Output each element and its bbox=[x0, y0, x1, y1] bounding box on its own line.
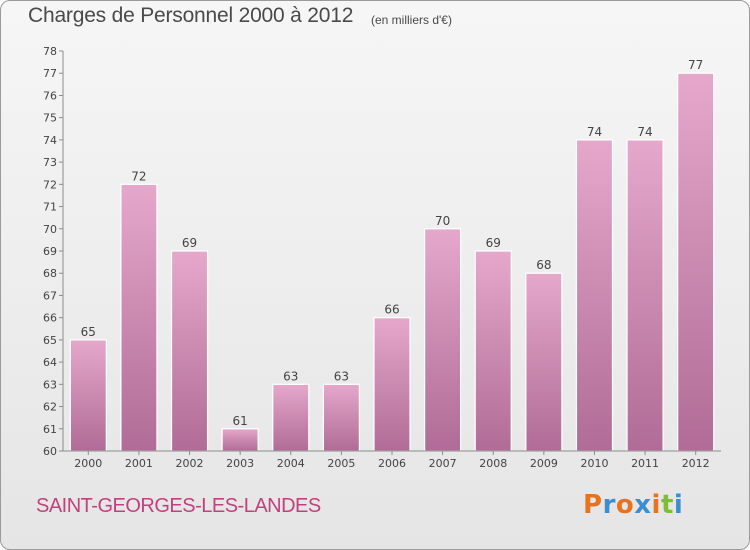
logo-letter: t bbox=[660, 490, 674, 520]
data-label-2002: 69 bbox=[182, 236, 197, 250]
y-tick-label: 64 bbox=[43, 356, 57, 369]
x-tick-label-2012: 2012 bbox=[682, 457, 710, 470]
data-label-2005: 63 bbox=[334, 369, 349, 383]
commune-name: SAINT-GEORGES-LES-LANDES bbox=[36, 495, 321, 517]
bar-2008 bbox=[474, 250, 512, 452]
bar-2011 bbox=[626, 139, 664, 452]
y-tick-label: 74 bbox=[43, 134, 57, 147]
bar-2000 bbox=[69, 339, 107, 452]
y-tick-label: 63 bbox=[43, 378, 57, 391]
x-tick-label-2000: 2000 bbox=[74, 457, 102, 470]
x-tick-label-2005: 2005 bbox=[327, 457, 355, 470]
logo-letter: o bbox=[615, 490, 635, 520]
y-tick-label: 60 bbox=[43, 445, 57, 458]
logo-letter: i bbox=[651, 490, 661, 520]
data-label-2001: 72 bbox=[131, 169, 146, 183]
y-tick-label: 70 bbox=[43, 223, 57, 236]
x-tick-label-2011: 2011 bbox=[631, 457, 659, 470]
bar-2005 bbox=[322, 383, 360, 452]
data-label-2008: 69 bbox=[486, 236, 501, 250]
bar-2002 bbox=[170, 250, 209, 452]
y-tick-label: 76 bbox=[43, 89, 57, 102]
bar-2010 bbox=[575, 139, 614, 452]
y-tick-label: 61 bbox=[43, 423, 57, 436]
bar-2007 bbox=[424, 228, 462, 452]
data-label-2004: 63 bbox=[283, 369, 298, 383]
bar-2001 bbox=[120, 183, 158, 452]
y-tick-label: 65 bbox=[43, 334, 57, 347]
x-axis: 2000 2001 2002 2003 2004 2005 2006 2007 2008 2009… bbox=[63, 450, 721, 470]
data-label-2012: 77 bbox=[688, 58, 703, 72]
chart-unit-note: (en milliers d'€) bbox=[371, 13, 452, 27]
y-tick-label: 72 bbox=[43, 178, 57, 191]
proxiti-logo[interactable]: Proxiti bbox=[583, 490, 683, 520]
data-label-2007: 70 bbox=[435, 214, 450, 228]
bar-2012 bbox=[677, 72, 715, 452]
x-tick-label-2003: 2003 bbox=[226, 457, 254, 470]
logo-letter: i bbox=[673, 490, 684, 520]
y-tick-label: 75 bbox=[43, 112, 57, 125]
data-label-2009: 68 bbox=[536, 258, 551, 272]
y-tick-label: 71 bbox=[43, 201, 57, 214]
y-tick-label: 67 bbox=[43, 289, 57, 302]
x-tick-label-2009: 2009 bbox=[530, 457, 558, 470]
x-tick-label-2007: 2007 bbox=[429, 457, 457, 470]
logo-letter: x bbox=[634, 490, 652, 520]
y-tick-label: 78 bbox=[43, 45, 57, 58]
x-tick-label-2008: 2008 bbox=[479, 457, 507, 470]
x-tick-label-2010: 2010 bbox=[580, 457, 608, 470]
x-tick-label-2001: 2001 bbox=[125, 457, 153, 470]
data-label-2006: 66 bbox=[384, 303, 399, 317]
bar-2003 bbox=[221, 428, 259, 452]
x-tick-label-2002: 2002 bbox=[176, 457, 204, 470]
bar-2009 bbox=[525, 272, 563, 452]
bar-2006 bbox=[373, 317, 411, 452]
y-tick-label: 69 bbox=[43, 245, 57, 258]
logo-letter: r bbox=[602, 490, 616, 520]
data-label-2003: 61 bbox=[233, 414, 248, 428]
y-tick-label: 62 bbox=[43, 401, 57, 414]
data-label-2010: 74 bbox=[587, 125, 602, 139]
bar-2004 bbox=[272, 383, 310, 452]
x-tick-label-2004: 2004 bbox=[277, 457, 305, 470]
y-tick-label: 66 bbox=[43, 312, 57, 325]
logo-letter: P bbox=[583, 490, 603, 520]
x-tick-label-2006: 2006 bbox=[378, 457, 406, 470]
y-tick-label: 73 bbox=[43, 156, 57, 169]
data-label-2011: 74 bbox=[637, 125, 652, 139]
bars: 65 72 69 61 63 63 66 70 69 68 74 74 77 bbox=[69, 58, 715, 452]
chart-title: Charges de Personnel 2000 à 2012 bbox=[28, 4, 354, 27]
y-tick-label: 77 bbox=[43, 67, 57, 80]
y-axis: 60 61 62 63 64 65 66 67 68 69 70 71 72 73 74 75 76 77 78 bbox=[43, 45, 64, 458]
data-label-2000: 65 bbox=[81, 325, 96, 339]
y-tick-label: 68 bbox=[43, 267, 57, 280]
